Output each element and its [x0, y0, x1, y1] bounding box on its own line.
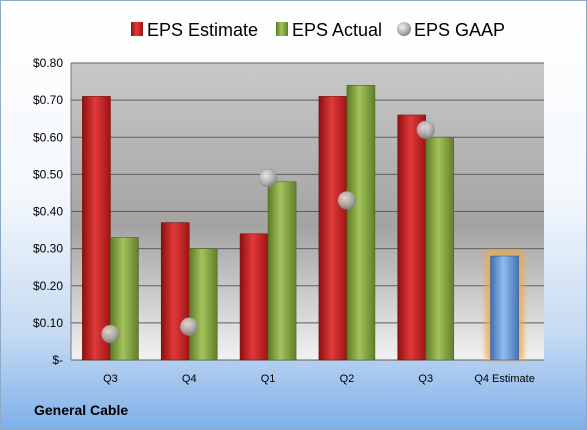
y-tick-label: $0.70: [33, 93, 63, 107]
y-tick-label: $0.10: [33, 316, 63, 330]
y-tick-label: $0.60: [33, 130, 63, 144]
bar-eps-estimate: [82, 96, 111, 361]
bar-eps-actual-estimate: [490, 255, 519, 361]
bar-eps-estimate: [239, 233, 269, 361]
marker-eps-gaap: [416, 120, 435, 140]
y-tick-label: $0.40: [33, 205, 63, 219]
marker-eps-gaap: [258, 168, 278, 188]
y-tick-label: $0.30: [33, 242, 63, 256]
x-tick-label: Q4 Estimate: [474, 373, 535, 385]
y-tick-label: $0.50: [33, 167, 63, 181]
bar-eps-actual: [188, 248, 218, 361]
legend-label: EPS Actual: [292, 20, 382, 40]
marker-eps-gaap: [101, 324, 120, 344]
legend-swatch: [131, 22, 143, 36]
bar-eps-estimate: [397, 114, 427, 361]
x-tick-label: Q1: [261, 373, 276, 385]
bar-eps-actual: [267, 181, 297, 361]
legend-label: EPS Estimate: [147, 20, 258, 40]
y-tick-label: $-: [52, 353, 63, 367]
bar-eps-estimate: [318, 96, 348, 361]
legend-swatch: [276, 22, 288, 36]
marker-eps-gaap: [180, 317, 199, 336]
x-tick-label: Q4: [182, 373, 197, 385]
x-tick-label: Q3: [418, 373, 433, 385]
x-tick-label: Q3: [103, 373, 118, 385]
legend-label: EPS GAAP: [414, 20, 505, 40]
x-tick-label: Q2: [340, 373, 355, 385]
bar-eps-actual: [346, 84, 376, 361]
legend-marker: [397, 22, 411, 36]
bar-eps-actual: [425, 136, 455, 361]
bar-eps-estimate: [160, 222, 190, 361]
y-tick-label: $0.20: [33, 279, 63, 293]
y-tick-label: $0.80: [33, 56, 63, 70]
company-name: General Cable: [34, 402, 129, 418]
marker-eps-gaap: [337, 191, 357, 210]
